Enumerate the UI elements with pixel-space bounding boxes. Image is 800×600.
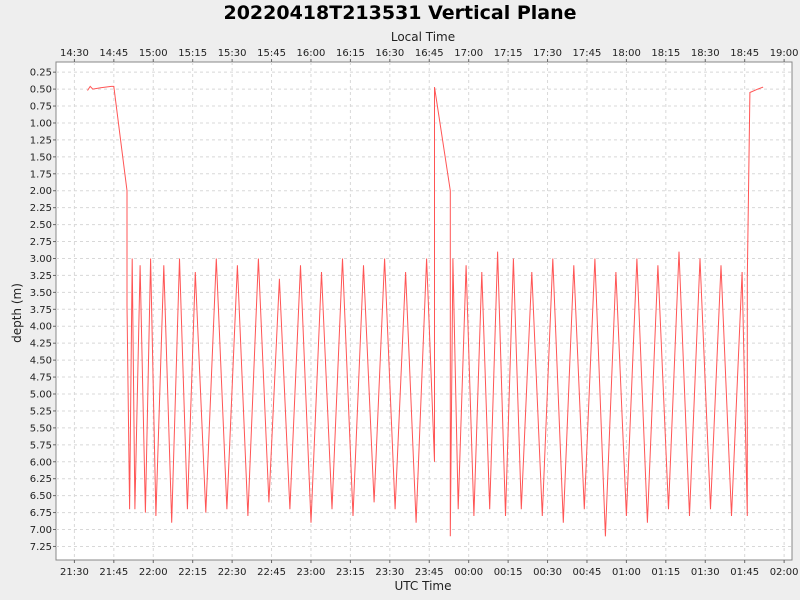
y-tick-label: 6.75 (30, 508, 52, 519)
x-tick-label-local: 19:00 (770, 48, 799, 59)
y-tick-label: 5.75 (30, 440, 52, 451)
y-tick-label: 2.25 (30, 203, 52, 214)
y-tick-label: 3.50 (30, 288, 52, 299)
x-tick-label-local: 18:45 (730, 48, 759, 59)
x-tick-label-utc: 01:45 (730, 567, 759, 578)
x-tick-label-local: 16:00 (297, 48, 326, 59)
x-tick-label-utc: 01:00 (612, 567, 641, 578)
x-tick-label-utc: 00:30 (533, 567, 562, 578)
y-tick-label: 7.00 (30, 525, 52, 536)
x-tick-label-utc: 22:45 (257, 567, 286, 578)
y-tick-label: 0.75 (30, 102, 52, 113)
depth-series-line (87, 85, 764, 537)
x-tick-label-utc: 00:15 (494, 567, 523, 578)
y-axis-label: depth (m) (10, 283, 24, 343)
x-tick-label-utc: 00:00 (454, 567, 483, 578)
y-tick-label: 4.50 (30, 356, 52, 367)
y-tick-label: 5.25 (30, 406, 52, 417)
x-tick-label-utc: 22:30 (218, 567, 247, 578)
x-tick-label-local: 15:00 (139, 48, 168, 59)
x-tick-label-utc: 02:00 (770, 567, 799, 578)
x-tick-label-utc: 01:30 (691, 567, 720, 578)
x-tick-label-local: 17:00 (454, 48, 483, 59)
y-tick-label: 4.75 (30, 373, 52, 384)
y-tick-label: 2.75 (30, 237, 52, 248)
x-tick-label-local: 16:30 (375, 48, 404, 59)
chart-title: 20220418T213531 Vertical Plane (223, 2, 576, 24)
y-tick-label: 3.25 (30, 271, 52, 282)
x-tick-label-utc: 23:30 (375, 567, 404, 578)
x-tick-label-local: 16:15 (336, 48, 365, 59)
x-tick-label-local: 15:45 (257, 48, 286, 59)
x-tick-label-local: 18:15 (651, 48, 680, 59)
y-tick-label: 1.00 (30, 118, 52, 129)
y-tick-label: 5.50 (30, 423, 52, 434)
x-tick-label-utc: 21:30 (60, 567, 89, 578)
x-tick-label-local: 18:00 (612, 48, 641, 59)
bottom-axis-label: UTC Time (395, 579, 452, 593)
y-tick-label: 3.75 (30, 305, 52, 316)
x-tick-label-utc: 21:45 (99, 567, 128, 578)
x-tick-label-local: 18:30 (691, 48, 720, 59)
y-tick-label: 0.25 (30, 68, 52, 79)
x-tick-label-utc: 00:45 (573, 567, 602, 578)
y-tick-label: 7.25 (30, 542, 52, 553)
y-tick-label: 5.00 (30, 390, 52, 401)
x-tick-label-utc: 23:45 (415, 567, 444, 578)
x-tick-label-local: 15:30 (218, 48, 247, 59)
y-tick-label: 3.00 (30, 254, 52, 265)
x-tick-label-local: 17:30 (533, 48, 562, 59)
y-tick-label: 1.50 (30, 152, 52, 163)
y-tick-label: 4.25 (30, 339, 52, 350)
y-tick-label: 4.00 (30, 322, 52, 333)
x-tick-label-local: 16:45 (415, 48, 444, 59)
y-tick-label: 6.25 (30, 474, 52, 485)
y-tick-label: 1.25 (30, 135, 52, 146)
y-tick-label: 6.00 (30, 457, 52, 468)
top-axis-label: Local Time (391, 30, 455, 44)
x-tick-label-utc: 22:00 (139, 567, 168, 578)
x-tick-label-local: 14:30 (60, 48, 89, 59)
x-tick-label-utc: 23:15 (336, 567, 365, 578)
y-tick-label: 6.50 (30, 491, 52, 502)
x-tick-label-utc: 23:00 (297, 567, 326, 578)
x-tick-label-utc: 22:15 (178, 567, 207, 578)
y-tick-label: 2.50 (30, 220, 52, 231)
plot-layer: 0.25 0.50 0.75 1.00 1.25 1.50 1.75 2.00 2.25 2.50… (30, 48, 799, 578)
x-tick-label-local: 14:45 (99, 48, 128, 59)
y-tick-label: 1.75 (30, 169, 52, 180)
x-tick-label-local: 17:15 (494, 48, 523, 59)
x-tick-label-utc: 01:15 (651, 567, 680, 578)
y-tick-label: 0.50 (30, 85, 52, 96)
x-tick-label-local: 17:45 (573, 48, 602, 59)
x-tick-label-local: 15:15 (178, 48, 207, 59)
y-tick-label: 2.00 (30, 186, 52, 197)
